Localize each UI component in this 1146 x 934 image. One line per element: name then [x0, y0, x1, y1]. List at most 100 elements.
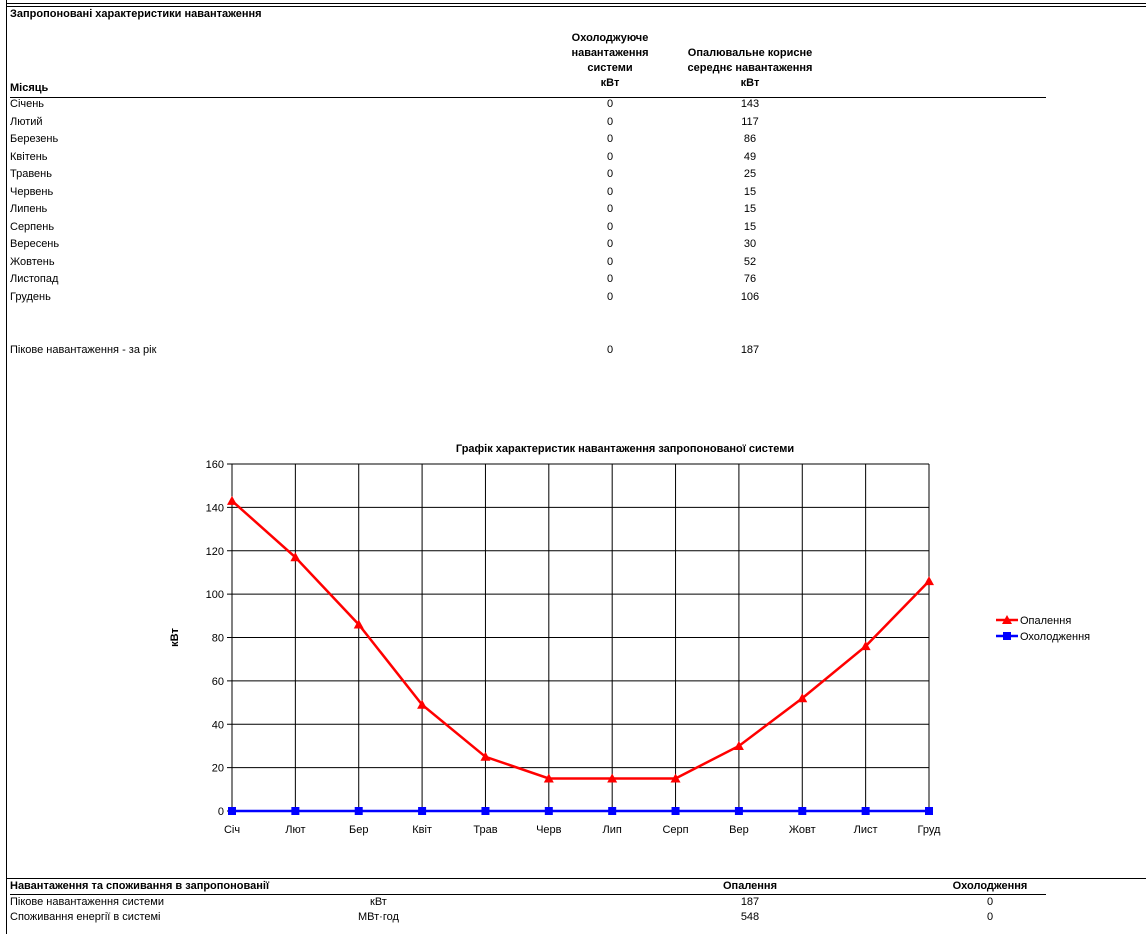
x-tick-label: Бер	[349, 824, 368, 836]
cooling-data-point	[925, 807, 933, 815]
section2-cooling-header: Охолодження	[952, 880, 1028, 892]
month-heating-value: 86	[743, 133, 757, 145]
month-heating-value: 49	[743, 150, 757, 163]
month-cooling-value: 0	[606, 98, 614, 110]
month-cooling-value: 0	[606, 273, 614, 285]
cooling-data-point	[671, 807, 680, 815]
month-heating-value: 76	[743, 273, 757, 285]
section-title: Запропоновані характеристики навантаженн…	[10, 8, 262, 20]
month-name: Серпень	[10, 220, 55, 233]
legend-label: Опалення	[1020, 615, 1071, 627]
heating-data-point	[670, 773, 681, 783]
month-heating-value: 25	[743, 168, 757, 180]
cooling-data-point	[354, 807, 363, 815]
heating-data-point	[353, 619, 364, 629]
x-tick-label: Лют	[285, 824, 305, 836]
load-chart: 0 20 40 60 80 100 120 140 160 Січ Лют Бер Квіт Трав Че…	[169, 443, 1090, 836]
cooling-data-point	[608, 807, 617, 815]
x-tick-label: Лип	[603, 824, 622, 836]
month-heating-value: 106	[740, 290, 760, 303]
month-name: Жовтень	[10, 255, 55, 268]
y-tick-label: 0	[218, 806, 224, 818]
energy-consumption-label: Споживання енергії в системі	[10, 911, 161, 923]
month-heating-value: 143	[740, 98, 760, 110]
peak-system-load-heating: 187	[740, 896, 760, 908]
cooling-data-point	[481, 807, 490, 815]
heating-data-point	[227, 495, 237, 505]
peak-system-load-label: Пікове навантаження системи	[10, 896, 164, 908]
peak-cooling-value: 0	[606, 344, 614, 356]
month-heating-value: 52	[743, 255, 757, 268]
y-tick-label: 140	[206, 502, 224, 514]
month-name: Березень	[10, 133, 59, 145]
heating-header-line-2: середнє навантаження	[687, 62, 813, 74]
cooling-data-point	[228, 807, 236, 815]
heating-data-point	[417, 699, 428, 709]
y-tick-label: 60	[212, 676, 224, 688]
cooling-header-line-1: Охолоджуюче	[571, 32, 649, 44]
y-axis-label: кВт	[169, 628, 181, 647]
x-tick-label: Січ	[224, 824, 240, 836]
y-tick-label: 120	[206, 546, 224, 558]
month-column-header: Місяць	[10, 82, 49, 94]
y-tick-label: 80	[212, 633, 224, 645]
energy-consumption-heating: 548	[740, 911, 760, 923]
legend-marker-square	[1003, 632, 1011, 640]
month-cooling-value: 0	[606, 290, 614, 303]
section2-title: Навантаження та споживання в запропонова…	[10, 880, 270, 892]
peak-load-label: Пікове навантаження - за рік	[10, 344, 157, 356]
x-tick-label: Жовт	[789, 824, 816, 836]
heating-data-point	[290, 552, 301, 562]
x-tick-label: Груд	[918, 824, 941, 836]
section2-heating-header: Опалення	[723, 880, 777, 892]
frame-left-border	[6, 0, 7, 934]
section2-header-underline	[10, 894, 1046, 895]
cooling-data-point	[798, 807, 807, 815]
month-heating-value: 15	[743, 220, 757, 233]
cooling-data-point	[418, 807, 427, 815]
x-tick-label: Квіт	[412, 824, 432, 836]
month-heating-value: 117	[741, 115, 759, 128]
month-name: Грудень	[10, 290, 51, 303]
section2-top-border	[6, 878, 1146, 879]
y-tick-label: 160	[206, 459, 224, 471]
cooling-data-point	[734, 807, 743, 815]
month-cooling-value: 0	[606, 150, 614, 163]
energy-consumption-cooling: 0	[986, 911, 994, 923]
month-name: Липень	[10, 203, 48, 215]
heating-data-point	[924, 576, 934, 586]
peak-heating-value: 187	[740, 344, 760, 356]
month-cooling-value: 0	[606, 133, 614, 145]
x-tick-label: Черв	[536, 824, 562, 836]
frame-top-border-inner	[6, 6, 1146, 7]
legend-label: Охолодження	[1020, 631, 1090, 643]
cooling-column-header: Охолоджуюче навантаження системи кВт	[560, 31, 660, 91]
heating-data-point	[480, 751, 491, 761]
legend-marker-triangle	[1002, 615, 1012, 624]
y-tick-label: 40	[212, 719, 224, 731]
month-name: Червень	[10, 185, 54, 198]
cooling-header-line-2: навантаження	[571, 47, 649, 59]
month-name: Листопад	[10, 273, 59, 285]
month-cooling-value: 0	[606, 185, 614, 198]
month-cooling-value: 0	[606, 203, 614, 215]
month-name: Травень	[10, 168, 52, 180]
cooling-data-point	[861, 807, 870, 815]
x-tick-label: Трав	[473, 824, 497, 836]
heating-data-point	[607, 773, 618, 783]
month-name: Лютий	[10, 115, 43, 128]
cooling-data-point	[544, 807, 553, 815]
month-cooling-value: 0	[606, 255, 614, 268]
series-line-heating	[231, 499, 930, 780]
cooling-data-point	[291, 807, 300, 815]
x-tick-label: Вер	[729, 824, 749, 836]
month-name: Вересень	[10, 238, 60, 250]
peak-system-load-unit: кВт	[370, 896, 387, 908]
heating-data-point	[543, 773, 554, 783]
month-cooling-value: 0	[606, 220, 614, 233]
header-underline	[10, 97, 1046, 98]
cooling-header-unit: кВт	[600, 77, 620, 89]
frame-top-border	[6, 3, 1146, 4]
heating-header-unit: кВт	[740, 77, 760, 89]
peak-system-load-cooling: 0	[986, 896, 994, 908]
